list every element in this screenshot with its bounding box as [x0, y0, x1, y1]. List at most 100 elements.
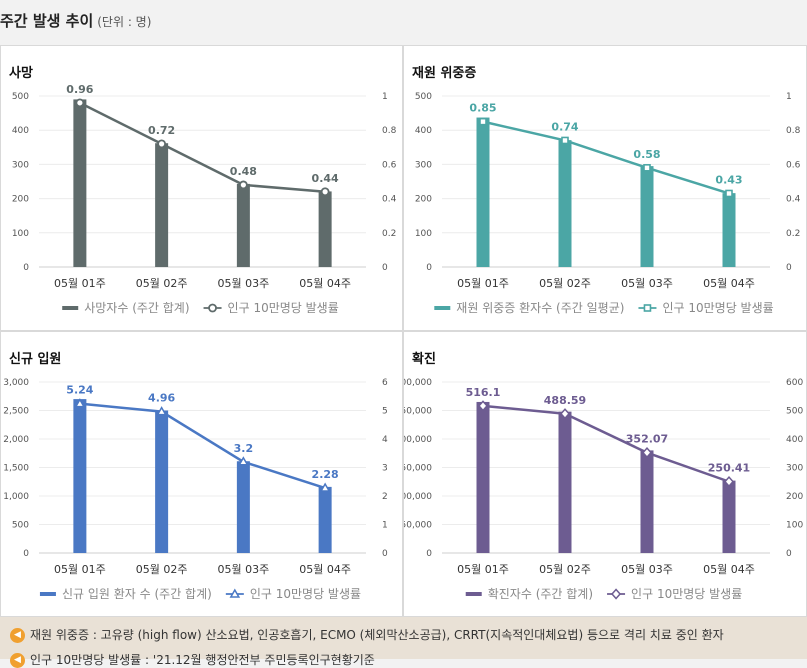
data-label: 0.96 — [66, 83, 93, 96]
y-tick-right: 0 — [382, 549, 388, 559]
legend-bar-label: 사망자수 (주간 합계) — [84, 301, 189, 315]
y-tick-right: 4 — [382, 435, 388, 445]
category-label: 05월 01주 — [457, 277, 509, 290]
rate-line — [79, 402, 326, 490]
data-label: 0.48 — [230, 165, 257, 178]
y-tick-right: 5 — [382, 407, 388, 417]
legend: 확진자수 (주간 합계) 인구 10만명당 발생률 — [465, 587, 742, 601]
category-label: 05월 03주 — [218, 563, 270, 576]
bar — [73, 399, 87, 553]
y-tick-left: 300 — [415, 160, 432, 170]
y-tick-right: 0.8 — [786, 126, 801, 136]
bar — [236, 461, 250, 553]
data-label: 516.1 — [466, 386, 501, 399]
category-label: 05월 02주 — [136, 277, 188, 290]
chart-title-deaths: 사망 — [9, 66, 33, 81]
line-point — [319, 482, 331, 492]
data-label: 0.43 — [715, 173, 742, 186]
category-label: 05월 03주 — [621, 277, 673, 290]
y-tick-right: 0.6 — [382, 160, 397, 170]
y-tick-left: 300 — [12, 160, 29, 170]
y-tick-left: 500 — [12, 92, 29, 102]
line-point — [75, 98, 85, 108]
y-tick-left: 200 — [12, 195, 29, 205]
bar — [318, 191, 332, 267]
category-label: 05월 02주 — [539, 277, 591, 290]
y-tick-left: 500 — [415, 92, 432, 102]
y-tick-left: 200,000 — [404, 435, 432, 445]
category-label: 05월 02주 — [539, 563, 591, 576]
data-label: 2.28 — [312, 468, 339, 481]
data-label: 488.59 — [544, 394, 586, 407]
chart-panel-deaths: 사망 0 100 200 300 400 500 0 0.2 0.4 0.6 0.8 1 05월 01주… — [0, 45, 403, 331]
line-point — [561, 136, 569, 145]
chart-panel-admissions: 신규 입원 0 500 1,000 1,500 2,000 2,500 3,000 0 1 2 3 4… — [0, 331, 403, 617]
chart-title-admissions: 신규 입원 — [9, 352, 62, 367]
y-tick-right: 2 — [382, 492, 388, 502]
legend: 신규 입원 환자 수 (주간 합계) 인구 10만명당 발생률 — [39, 587, 361, 601]
legend-bar-swatch — [62, 306, 79, 310]
note-icu-definition: ◀ 재원 위중증 : 고유량 (high flow) 산소요법, 인공호흡기, E… — [10, 626, 724, 643]
line-point — [157, 139, 167, 149]
y-tick-right: 0.2 — [382, 229, 396, 239]
y-tick-left: 100 — [12, 229, 29, 239]
bar — [476, 117, 490, 268]
category-label: 05월 04주 — [703, 277, 755, 290]
legend-bar-label: 신규 입원 환자 수 (주간 합계) — [62, 587, 212, 601]
category-label: 05월 01주 — [457, 563, 509, 576]
y-tick-left: 150,000 — [404, 464, 432, 474]
legend-bar-label: 확진자수 (주간 합계) — [488, 587, 593, 601]
bar — [722, 193, 736, 267]
data-label: 0.85 — [469, 102, 496, 115]
bar — [722, 480, 736, 553]
data-label: 0.74 — [551, 120, 578, 133]
y-tick-right: 600 — [786, 378, 803, 388]
data-label: 0.44 — [312, 172, 339, 185]
chart-title-confirmed: 확진 — [412, 352, 436, 367]
y-tick-left: 2,000 — [3, 435, 29, 445]
y-tick-right: 0 — [786, 263, 792, 273]
y-tick-right: 3 — [382, 464, 388, 474]
category-label: 05월 03주 — [218, 277, 270, 290]
y-tick-left: 200 — [415, 195, 432, 205]
bar — [73, 99, 87, 267]
line-point — [641, 447, 653, 459]
line-point — [723, 476, 735, 488]
y-tick-left: 2,500 — [3, 407, 29, 417]
y-tick-left: 100 — [415, 229, 432, 239]
category-label: 05월 04주 — [703, 563, 755, 576]
page-title: 주간 발생 추이 (단위 : 명) — [0, 10, 151, 31]
category-label: 05월 03주 — [621, 563, 673, 576]
y-tick-right: 1 — [382, 521, 388, 531]
legend-line-label: 인구 10만명당 발생률 — [228, 301, 339, 315]
line-point — [74, 398, 86, 408]
y-tick-right: 0.8 — [382, 126, 397, 136]
chart-title-icu: 재원 위중증 — [412, 66, 477, 81]
category-label: 05월 02주 — [136, 563, 188, 576]
y-tick-left: 100,000 — [404, 492, 432, 502]
chart-panel-confirmed: 확진 0 50,000 100,000 150,000 200,000 250,000 30… — [403, 331, 807, 617]
y-tick-left: 500 — [12, 521, 29, 531]
y-tick-left: 1,000 — [3, 492, 29, 502]
data-label: 3.2 — [234, 442, 254, 455]
y-tick-right: 1 — [786, 92, 792, 102]
bar — [236, 183, 250, 267]
data-label: 250.41 — [708, 462, 750, 475]
bar — [558, 411, 572, 553]
legend-bar-swatch — [39, 592, 56, 596]
y-tick-left: 0 — [23, 549, 29, 559]
bar — [640, 450, 654, 553]
line-point — [643, 164, 651, 172]
y-tick-left: 3,000 — [3, 378, 29, 388]
chart-panel-icu: 재원 위중증 0 100 200 300 400 500 0 0.2 0.4 0.6 0.8 1 05월… — [403, 45, 807, 331]
y-tick-left: 1,500 — [3, 464, 29, 474]
y-tick-right: 0.4 — [786, 195, 801, 205]
chart-svg-admissions: 0 500 1,000 1,500 2,000 2,500 3,000 0 1 2 3 4 5 6 05월 … — [3, 378, 388, 601]
legend-marker — [229, 588, 241, 598]
legend-marker — [643, 304, 652, 312]
legend-bar-swatch — [434, 306, 451, 310]
data-label: 0.58 — [633, 148, 660, 161]
legend-marker — [208, 303, 217, 313]
chart-svg-icu: 0 100 200 300 400 500 0 0.2 0.4 0.6 0.8 1 05월 01주 05월… — [415, 92, 801, 315]
legend-bar-swatch — [465, 592, 482, 596]
